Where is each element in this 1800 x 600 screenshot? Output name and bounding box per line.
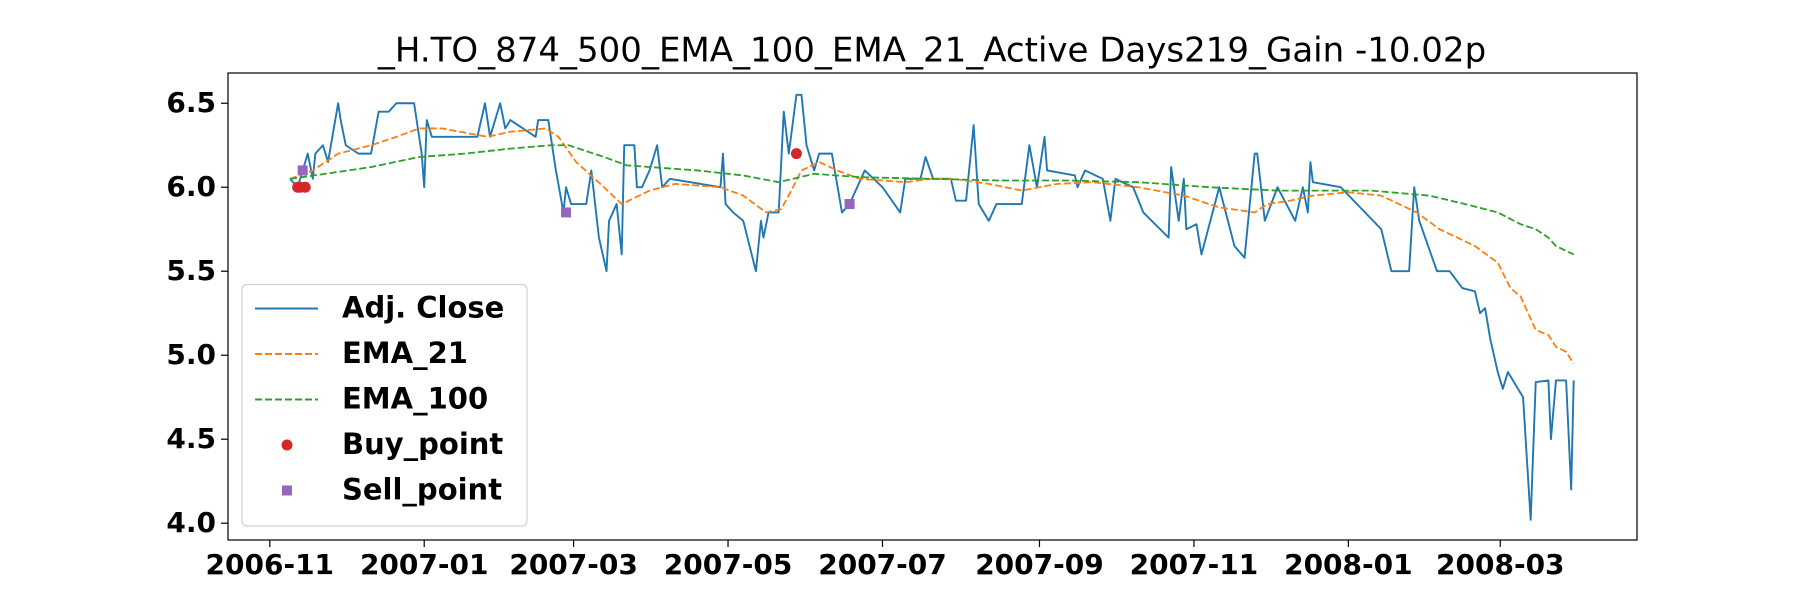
y-tick-label: 4.5 (166, 422, 216, 455)
series-line (289, 144, 1575, 256)
x-tick-label: 2007-09 (975, 548, 1104, 581)
sell-point (844, 199, 855, 210)
x-tick-label: 2007-05 (664, 548, 793, 581)
legend: Adj. Close EMA_21 EMA_100 Buy_point Sell_poi… (241, 283, 528, 527)
legend-box (241, 283, 528, 527)
legend-marker (281, 439, 293, 451)
buy-point (790, 148, 802, 160)
legend-label: Adj. Close (342, 291, 504, 325)
x-tick-label: 2007-11 (1130, 548, 1259, 581)
x-tick-label: 2007-03 (509, 548, 638, 581)
y-tick-label: 6.0 (166, 170, 216, 203)
legend-label: Buy_point (342, 427, 503, 461)
y-tick-label: 4.0 (166, 506, 216, 539)
series-line (289, 127, 1575, 365)
y-tick-label: 6.5 (166, 86, 216, 119)
series-line (289, 93, 1575, 521)
legend-label: EMA_21 (342, 336, 468, 370)
legend-label: Sell_point (342, 473, 502, 507)
x-tick-label: 2008-03 (1436, 548, 1565, 581)
sell-point (561, 207, 572, 218)
buy-point (299, 181, 311, 193)
y-tick-label: 5.5 (166, 254, 216, 287)
legend-marker (282, 485, 292, 496)
chart-title: _H.TO_874_500_EMA_100_EMA_21_Active Days… (377, 31, 1486, 71)
y-tick-label: 5.0 (166, 338, 216, 371)
legend-label: EMA_100 (342, 382, 488, 416)
axes-frame (227, 72, 1638, 541)
x-tick-label: 2008-01 (1284, 548, 1413, 581)
x-tick-label: 2006-11 (206, 548, 335, 581)
x-tick-label: 2007-01 (360, 548, 489, 581)
sell-point (297, 165, 308, 176)
x-tick-label: 2007-07 (818, 548, 947, 581)
